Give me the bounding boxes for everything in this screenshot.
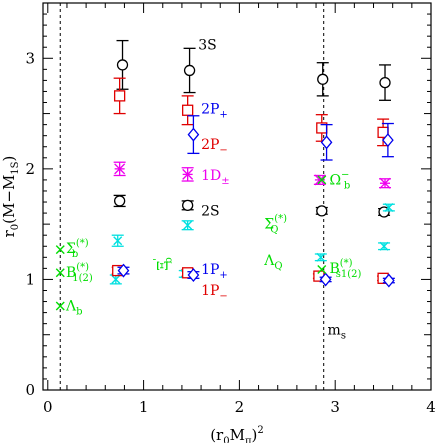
y-tick-label: 2 <box>25 160 35 178</box>
data-point <box>55 301 65 311</box>
data-point <box>378 241 391 251</box>
data-point <box>181 95 194 126</box>
square-marker <box>182 104 194 116</box>
data-point <box>319 272 332 287</box>
cross-stroke <box>384 203 394 213</box>
cross-stroke <box>55 245 65 255</box>
annotation-label: 1P+ <box>201 262 228 281</box>
x-tick-label: 1 <box>139 398 149 416</box>
annotation-label: 1D± <box>201 168 230 187</box>
data-point <box>313 174 326 186</box>
cross-stroke <box>183 220 193 230</box>
data-point <box>117 263 130 278</box>
data-point <box>187 115 200 155</box>
circle-marker <box>316 205 328 217</box>
data-point <box>181 199 194 211</box>
diamond-marker <box>320 135 333 150</box>
annotation-label: 2P− <box>201 137 228 156</box>
data-points <box>55 39 395 311</box>
data-point <box>382 273 395 288</box>
annotation-label: ms <box>328 323 346 342</box>
cross-stroke <box>111 274 121 284</box>
circle-marker <box>182 199 194 211</box>
cross-stroke <box>113 236 123 246</box>
reference-lines <box>59 3 325 390</box>
data-point <box>187 267 200 283</box>
x-tick-label: 0 <box>43 398 53 416</box>
data-point <box>55 245 65 255</box>
annotation-label: 3S <box>198 37 217 53</box>
data-point <box>181 167 194 182</box>
circle-marker <box>113 195 126 207</box>
cross-stroke <box>379 241 389 251</box>
data-point <box>116 39 129 90</box>
data-point <box>183 47 196 94</box>
annotation-label: 2P+ <box>201 102 228 121</box>
annotation-label: B(*) s1(2) <box>329 258 361 280</box>
y-tick-label: 3 <box>25 49 35 67</box>
annotation-label: B(*) 1(2) <box>66 262 93 284</box>
data-point <box>379 64 392 101</box>
data-point <box>316 62 329 97</box>
data-point <box>113 194 126 208</box>
annotation-label: Σ(*) Q <box>264 214 287 236</box>
axis-ticks: 0 1 2 3 4 0 1 2 3 <box>25 2 436 416</box>
annotation-label: ΛQ <box>263 253 282 272</box>
annotation-label: Σ(*) b <box>66 238 89 260</box>
data-point <box>379 177 392 189</box>
data-point <box>317 175 327 185</box>
data-point <box>320 123 333 161</box>
data-point <box>181 220 194 231</box>
y-tick-label: 1 <box>25 270 35 288</box>
square-marker <box>113 90 126 102</box>
data-point <box>111 234 124 247</box>
diamond-marker <box>117 263 130 278</box>
diamond-marker <box>187 127 200 142</box>
annotations: 3S 2P+ 2P− 1D± 2S 1P+ 1P− Σ(*) bB(*) 1(2) Λb Ξ'b Σ(*… <box>65 37 362 341</box>
diamond-marker <box>319 272 332 287</box>
cross-stroke <box>317 264 327 274</box>
annotation-label: 1P− <box>201 283 228 302</box>
data-point <box>317 264 327 274</box>
y-axis-label: r0(M−M1S) <box>0 156 21 238</box>
circle-marker <box>116 59 129 71</box>
data-point <box>314 252 327 262</box>
circle-marker <box>379 76 391 89</box>
cross-stroke <box>55 268 65 278</box>
data-point <box>113 161 126 177</box>
cross-stroke <box>316 252 326 262</box>
data-point <box>315 205 328 217</box>
data-point <box>109 274 122 285</box>
plot-frame <box>42 2 432 391</box>
annotation-label: 2S <box>201 203 220 219</box>
circle-marker <box>317 73 329 85</box>
cross-stroke <box>55 301 65 311</box>
diamond-marker <box>382 133 394 148</box>
data-point <box>381 122 394 158</box>
x-axis-label: (r0Mπ)2 <box>210 425 264 443</box>
annotation-label: Λb <box>65 298 83 317</box>
data-point <box>382 203 395 213</box>
y-tick-label: 0 <box>25 381 35 399</box>
annotation-label: Ξ'b <box>153 257 175 270</box>
circle-marker <box>183 64 196 77</box>
x-tick-label: 2 <box>235 398 245 416</box>
data-point <box>55 268 65 278</box>
cross-stroke <box>317 175 327 185</box>
x-tick-label: 4 <box>426 398 436 416</box>
diamond-marker <box>187 267 200 283</box>
x-tick-label: 3 <box>330 398 340 416</box>
diamond-marker <box>383 273 395 288</box>
data-point <box>113 77 126 115</box>
annotation-label: Ω− b <box>329 169 350 191</box>
